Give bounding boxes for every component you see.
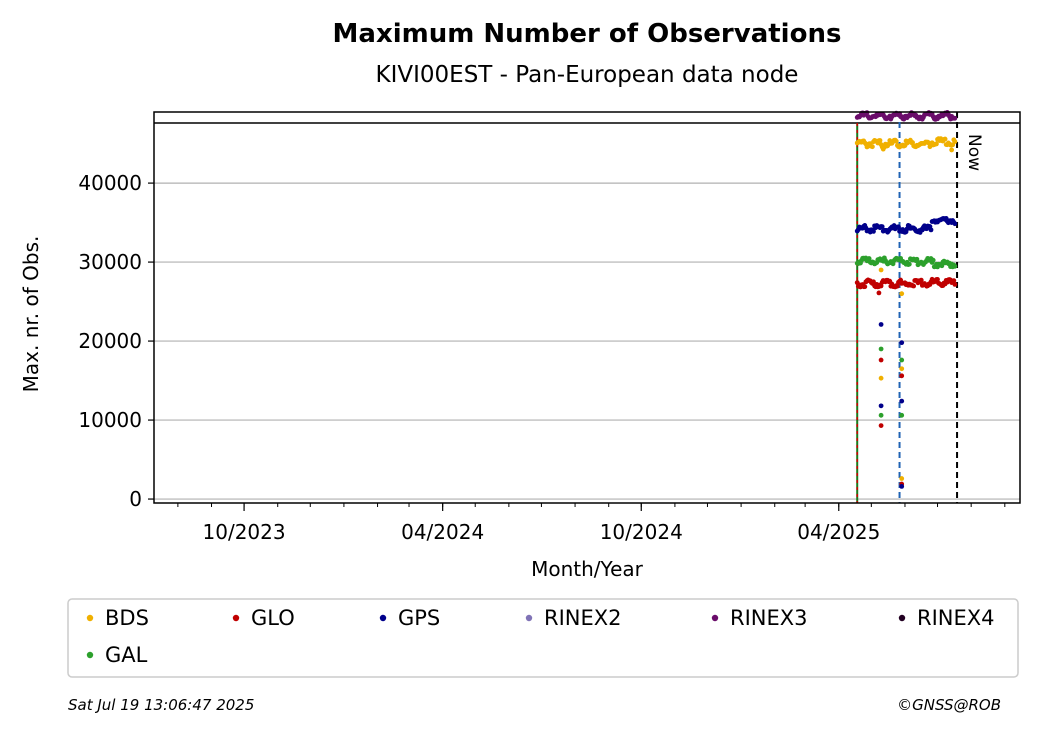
x-tick-label: 10/2024 [600, 520, 683, 544]
legend: BDS GLO GPS RINEX2 RINEX3 RINEX4 GAL [86, 606, 995, 667]
data-point [878, 423, 884, 428]
data-point [930, 257, 936, 263]
chart-title: Maximum Number of Observations [333, 19, 842, 49]
y-tick-label: 20000 [78, 329, 142, 353]
data-point [871, 279, 876, 285]
data-point [949, 147, 955, 153]
data-point [899, 340, 905, 346]
data-point [935, 276, 940, 282]
data-points [854, 110, 958, 489]
legend-label-rinex3: RINEX3 [730, 606, 808, 630]
data-point [878, 346, 884, 352]
x-axis-label: Month/Year [531, 557, 644, 581]
data-point [879, 224, 885, 230]
data-point [899, 398, 905, 404]
data-point [918, 277, 924, 283]
data-point [952, 139, 958, 145]
series-rinex3 [854, 110, 958, 122]
data-point [870, 144, 875, 150]
data-point [939, 263, 945, 269]
series-gal [854, 255, 958, 418]
y-tick-label: 30000 [78, 250, 142, 274]
data-point [952, 263, 958, 269]
legend-marker-glo [232, 614, 240, 622]
legend-label-rinex2: RINEX2 [544, 606, 622, 630]
data-point [878, 357, 884, 363]
series-bds [854, 136, 958, 481]
footer-timestamp: Sat Jul 19 13:06:47 2025 [68, 696, 254, 714]
data-point [899, 373, 905, 379]
data-point [952, 115, 958, 121]
data-point [899, 484, 905, 489]
data-point [878, 267, 884, 273]
x-tick-label: 10/2023 [203, 520, 286, 544]
data-point [878, 412, 884, 418]
data-point [866, 256, 872, 261]
chart-subtitle: KIVI00EST - Pan-European data node [376, 62, 799, 88]
x-ticks: 10/2023 04/2024 10/2024 04/2025 [177, 503, 1006, 544]
x-tick-label: 04/2024 [401, 520, 484, 544]
legend-label-rinex4: RINEX4 [917, 606, 995, 630]
series-gps [854, 216, 958, 489]
data-point [911, 283, 917, 289]
legend-marker-gps [379, 614, 387, 622]
data-point [893, 138, 899, 144]
data-point [942, 136, 948, 142]
gridlines [148, 182, 1020, 500]
footer-credit: ©GNSS@ROB [897, 696, 1001, 714]
legend-marker-rinex2 [525, 614, 533, 622]
data-point [880, 146, 886, 152]
data-point [876, 290, 882, 296]
y-tick-label: 0 [129, 487, 142, 511]
legend-label-glo: GLO [251, 606, 295, 630]
data-point [914, 256, 920, 262]
legend-marker-bds [86, 614, 94, 622]
y-tick-labels: 0 10000 20000 30000 40000 [78, 171, 142, 511]
x-tick-label: 04/2025 [797, 520, 880, 544]
data-point [934, 141, 939, 147]
plot-frame [153, 111, 1021, 504]
legend-label-gal: GAL [105, 643, 148, 667]
legend-marker-rinex4 [898, 614, 906, 622]
data-point [928, 227, 934, 233]
legend-label-gps: GPS [398, 606, 440, 630]
data-point [952, 281, 958, 287]
legend-box [67, 598, 1019, 678]
data-point [952, 221, 958, 227]
reference-lines: Now [154, 112, 1020, 503]
data-point [862, 284, 868, 290]
series-glo [854, 276, 958, 487]
data-point [878, 403, 884, 409]
now-label: Now [964, 134, 984, 171]
legend-marker-rinex3 [711, 614, 719, 622]
data-point [894, 283, 900, 289]
data-point [899, 412, 905, 418]
data-point [899, 366, 905, 372]
data-point [878, 375, 884, 381]
data-point [877, 138, 883, 143]
data-point [899, 357, 905, 363]
data-point [906, 261, 912, 267]
legend-marker-gal [86, 651, 94, 659]
data-point [951, 278, 957, 284]
y-tick-label: 10000 [78, 408, 142, 432]
data-point [899, 476, 905, 481]
y-tick-label: 40000 [78, 171, 142, 195]
legend-label-bds: BDS [105, 606, 149, 630]
data-point [899, 291, 905, 297]
data-point [878, 322, 884, 327]
y-axis-label: Max. nr. of Obs. [19, 236, 43, 393]
data-point [871, 228, 876, 234]
